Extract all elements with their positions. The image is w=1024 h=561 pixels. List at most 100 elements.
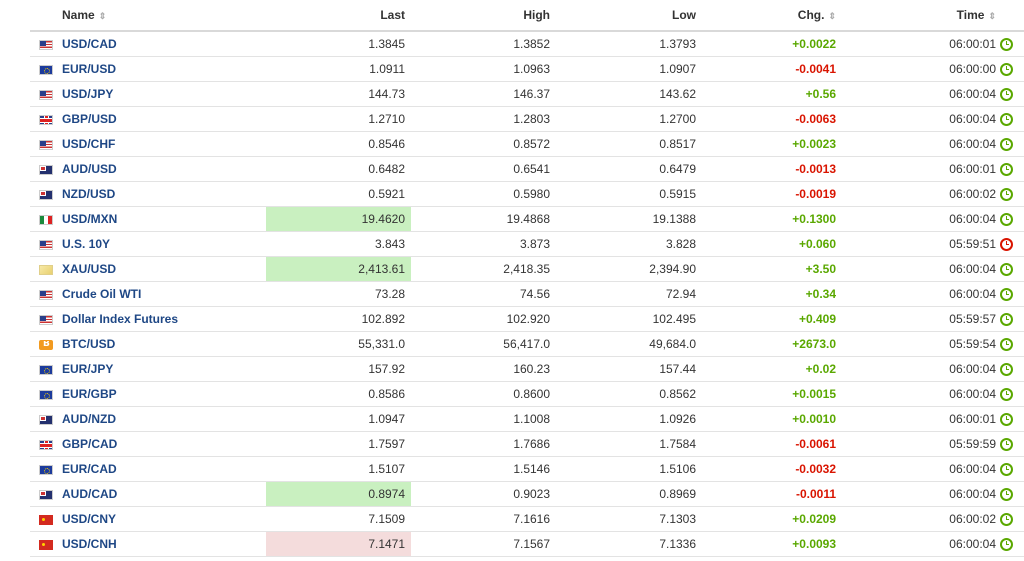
table-row[interactable]: AUD/USD 0.6482 0.6541 0.6479 -0.0013 06:00:01 [30,156,1024,182]
update-time: 06:00:01 [842,406,1001,432]
table-row[interactable]: EUR/CAD 1.5107 1.5146 1.5106 -0.0032 06:00:04 [30,456,1024,482]
column-header-chg[interactable]: Chg. ⇕ [702,0,843,32]
flag-icon [39,314,53,325]
flag-cell [30,81,62,107]
table-row[interactable]: EUR/GBP 0.8586 0.8600 0.8562 +0.0015 06:00:04 [30,381,1024,407]
table-row[interactable]: AUD/NZD 1.0947 1.1008 1.0926 +0.0010 06:00:01 [30,406,1024,432]
instrument-link[interactable]: NZD/USD [62,181,267,207]
table-row[interactable]: Crude Oil WTI 73.28 74.56 72.94 +0.34 06:00:0… [30,281,1024,307]
high-price: 1.3852 [411,31,557,57]
instrument-link[interactable]: USD/CNY [62,506,267,532]
change-value: +0.0023 [702,131,843,157]
flag-icon [39,364,53,375]
change-value: -0.0019 [702,181,843,207]
change-value: +0.409 [702,306,843,332]
table-row[interactable]: XAU/USD 2,413.61 2,418.35 2,394.90 +3.50 06:0… [30,256,1024,282]
instrument-link[interactable]: BTC/USD [62,331,267,357]
instrument-link[interactable]: U.S. 10Y [62,231,267,257]
update-time: 06:00:04 [842,81,1001,107]
change-value: +0.060 [702,231,843,257]
flag-icon [39,139,53,150]
table-row[interactable]: GBP/USD 1.2710 1.2803 1.2700 -0.0063 06:00:04 [30,106,1024,132]
flag-cell [30,106,62,132]
clock-cell [1000,306,1024,332]
high-price: 2,418.35 [411,256,557,282]
flag-icon [39,89,53,100]
column-header-high[interactable]: High [411,0,557,32]
flag-icon [39,164,53,175]
low-price: 0.5915 [556,181,703,207]
instrument-link[interactable]: XAU/USD [62,256,267,282]
low-price: 157.44 [556,356,703,382]
instrument-link[interactable]: Crude Oil WTI [62,281,267,307]
low-price: 72.94 [556,281,703,307]
instrument-link[interactable]: AUD/USD [62,156,267,182]
instrument-link[interactable]: USD/CAD [62,31,267,57]
last-price: 7.1509 [266,506,412,532]
low-price: 3.828 [556,231,703,257]
update-time: 06:00:04 [842,256,1001,282]
low-price: 143.62 [556,81,703,107]
update-time: 06:00:04 [842,206,1001,232]
instrument-link[interactable]: USD/JPY [62,81,267,107]
table-row[interactable]: BTC/USD55,331.056,417.049,684.0+2673.005… [30,331,1024,357]
high-price: 0.5980 [411,181,557,207]
table-row[interactable]: Dollar Index Futures 102.892 102.920 102.49… [30,306,1024,332]
instrument-link[interactable]: EUR/GBP [62,381,267,407]
flag-icon [39,539,53,550]
instrument-link[interactable]: USD/CHF [62,131,267,157]
clock-icon [1000,138,1014,152]
update-time: 06:00:01 [842,156,1001,182]
quotes-table-container: Name ⇕ Last High Low Chg. ⇕ Time ⇕ USD/CAD 1… [30,0,1024,561]
column-header-last[interactable]: Last [266,0,412,32]
table-row[interactable]: USD/CNY 7.1509 7.1616 7.1303 +0.0209 06:00:02 [30,506,1024,532]
high-price: 7.1567 [411,531,557,557]
clock-icon [1000,288,1014,302]
table-header-row: Name ⇕ Last High Low Chg. ⇕ Time ⇕ [30,0,1024,32]
instrument-link[interactable]: AUD/NZD [62,406,267,432]
last-price: 1.3845 [266,31,412,57]
table-row[interactable]: USD/CAD 1.3845 1.3852 1.3793 +0.0022 06:00:01 [30,31,1024,57]
update-time: 06:00:04 [842,106,1001,132]
column-header-low[interactable]: Low [556,0,703,32]
flag-cell [30,456,62,482]
high-price: 1.2803 [411,106,557,132]
table-row[interactable]: NZD/USD 0.5921 0.5980 0.5915 -0.0019 06:00:02 [30,181,1024,207]
clock-cell [1000,356,1024,382]
last-price: 1.5107 [266,456,412,482]
instrument-link[interactable]: EUR/CAD [62,456,267,482]
instrument-link[interactable]: Dollar Index Futures [62,306,267,332]
table-row[interactable]: USD/MXN 19.4620 19.4868 19.1388 +0.1300 06:00… [30,206,1024,232]
table-row[interactable]: EUR/JPY 157.92 160.23 157.44 +0.02 06:00:04 [30,356,1024,382]
high-price: 56,417.0 [411,331,557,357]
update-time: 05:59:57 [842,306,1001,332]
change-value: +0.0209 [702,506,843,532]
clock-cell [1000,531,1024,557]
table-row[interactable]: GBP/CAD 1.7597 1.7686 1.7584 -0.0061 05:59:59 [30,431,1024,457]
table-row[interactable]: U.S. 10Y 3.843 3.873 3.828 +0.060 05:59:51 [30,231,1024,257]
clock-cell [1000,181,1024,207]
change-value: +0.0010 [702,406,843,432]
table-row[interactable]: EUR/USD 1.0911 1.0963 1.0907 -0.0041 06:00:00 [30,56,1024,82]
last-price: 157.92 [266,356,412,382]
high-price: 1.7686 [411,431,557,457]
table-row[interactable]: AUD/CAD 0.8974 0.9023 0.8969 -0.0011 06:00:04 [30,481,1024,507]
table-row[interactable]: USD/CHF 0.8546 0.8572 0.8517 +0.0023 06:00:04 [30,131,1024,157]
clock-cell [1000,256,1024,282]
column-header-time[interactable]: Time ⇕ [842,0,1024,32]
low-price: 1.3793 [556,31,703,57]
high-price: 7.1616 [411,506,557,532]
table-row[interactable]: USD/JPY 144.73 146.37 143.62 +0.56 06:00:04 [30,81,1024,107]
instrument-link[interactable]: EUR/USD [62,56,267,82]
column-header-name[interactable]: Name ⇕ [30,0,267,32]
low-price: 1.5106 [556,456,703,482]
instrument-link[interactable]: USD/MXN [62,206,267,232]
instrument-link[interactable]: GBP/CAD [62,431,267,457]
last-price: 1.7597 [266,431,412,457]
instrument-link[interactable]: AUD/CAD [62,481,267,507]
table-row[interactable]: USD/CNH 7.1471 7.1567 7.1336 +0.0093 06:00:04 [30,531,1024,557]
instrument-link[interactable]: USD/CNH [62,531,267,557]
clock-cell [1000,381,1024,407]
instrument-link[interactable]: GBP/USD [62,106,267,132]
instrument-link[interactable]: EUR/JPY [62,356,267,382]
